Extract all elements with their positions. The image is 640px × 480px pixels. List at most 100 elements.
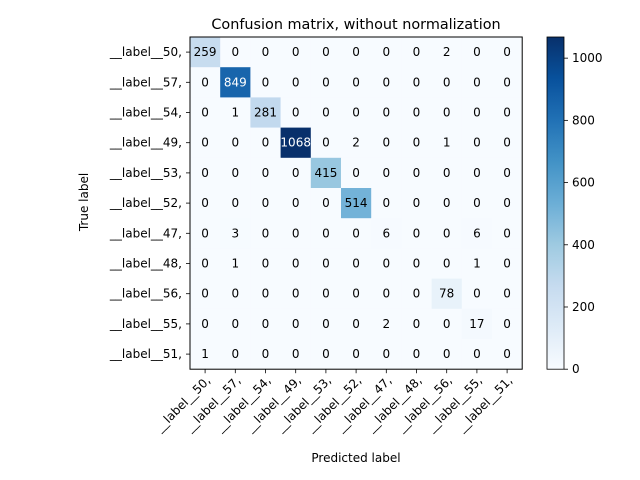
heatmap-cell (371, 308, 402, 340)
cell-value-label: 0 (443, 106, 451, 120)
colorbar-tick-label: 200 (572, 300, 595, 314)
cell-value-label: 0 (413, 226, 421, 240)
cell-value-label: 0 (352, 166, 360, 180)
heatmap-cell (431, 127, 463, 159)
colorbar-ticks: 0 200 400 600 800 1000 (564, 51, 603, 376)
heatmap-cell (371, 157, 402, 189)
heatmap-cell (431, 37, 463, 68)
heatmap-cell (341, 67, 372, 98)
heatmap-cell (280, 248, 312, 279)
heatmap-cell (431, 157, 463, 189)
cell-value-label: 0 (473, 45, 481, 59)
heatmap-cell (341, 127, 372, 159)
heatmap-cell (250, 157, 281, 189)
heatmap-cell (310, 278, 342, 310)
heatmap-cell (310, 67, 342, 98)
heatmap-cell (401, 97, 432, 128)
heatmap-cell (371, 188, 402, 219)
heatmap-cell (461, 278, 493, 310)
heatmap-cell (250, 97, 281, 128)
cell-value-label: 0 (292, 196, 300, 210)
cell-value-label: 0 (231, 45, 239, 59)
heatmap-cell (461, 127, 493, 159)
heatmap-cell (341, 248, 372, 279)
cell-value-label: 0 (292, 347, 300, 361)
cell-value-label: 0 (503, 75, 511, 89)
cell-value-label: 0 (413, 106, 421, 120)
cell-value-label: 0 (201, 136, 209, 150)
heatmap-cell (401, 127, 432, 159)
cell-value-label: 0 (292, 317, 300, 331)
cell-value-label: 0 (382, 166, 390, 180)
cell-value-label: 0 (262, 287, 270, 301)
cell-value-label: 0 (322, 136, 330, 150)
colorbar-tick-label: 800 (572, 113, 595, 127)
cell-value-label: 0 (352, 317, 360, 331)
heatmap-cell (310, 127, 342, 159)
cell-value-label: 0 (292, 257, 300, 271)
heatmap-cell (371, 67, 402, 98)
colorbar-tick-label: 600 (572, 176, 595, 190)
heatmap-cell (431, 339, 463, 370)
cell-value-label: 0 (201, 257, 209, 271)
colorbar-frame (546, 36, 565, 370)
cell-value-label: 0 (503, 166, 511, 180)
heatmap-cell (341, 97, 372, 128)
cell-value-label: 0 (382, 347, 390, 361)
y-tick-label: __label__48, (109, 257, 182, 271)
cell-value-label: 281 (254, 106, 277, 120)
cell-value-label: 17 (469, 317, 484, 331)
heatmap-cell (220, 67, 251, 98)
cell-value-label: 0 (382, 196, 390, 210)
cell-value-label: 0 (322, 106, 330, 120)
heatmap-cell (341, 188, 372, 219)
cell-value-label: 1 (443, 136, 451, 150)
cell-value-label: 0 (352, 106, 360, 120)
heatmap-cell (431, 67, 463, 98)
cell-value-label: 1 (231, 257, 239, 271)
cell-value-label: 0 (231, 287, 239, 301)
heatmap-cell (220, 308, 251, 340)
heatmap-cell (250, 339, 281, 370)
heatmap-cell (280, 188, 312, 219)
cell-value-label: 0 (382, 136, 390, 150)
cell-value-label: 0 (443, 166, 451, 180)
cell-value-label: 0 (201, 287, 209, 301)
cell-value-label: 0 (382, 257, 390, 271)
colorbar (547, 37, 564, 370)
cell-value-label: 0 (201, 75, 209, 89)
heatmap-cell (461, 97, 493, 128)
heatmap-cell (492, 308, 523, 340)
cell-value-label: 0 (292, 106, 300, 120)
cell-value-label: 0 (262, 75, 270, 89)
heatmap-cell (280, 157, 312, 189)
cell-value-label: 0 (292, 45, 300, 59)
cell-value-label: 0 (322, 287, 330, 301)
cell-value-label: 0 (231, 166, 239, 180)
cell-value-label: 0 (473, 166, 481, 180)
cell-value-label: 0 (503, 226, 511, 240)
cell-value-label: 0 (443, 257, 451, 271)
y-tick-label: __label__54, (109, 106, 182, 120)
cell-value-label: 0 (503, 196, 511, 210)
heatmap-cell (190, 127, 221, 159)
heatmap-cell (341, 218, 372, 249)
heatmap-cell (461, 308, 493, 340)
cell-value-label: 1 (473, 257, 481, 271)
cell-value-label: 0 (231, 347, 239, 361)
y-tick-label: __label__52, (109, 196, 182, 210)
cell-value-label: 0 (201, 226, 209, 240)
cell-value-label: 0 (503, 347, 511, 361)
heatmap-cell (220, 188, 251, 219)
cell-value-label: 0 (322, 45, 330, 59)
cell-value-label: 0 (201, 317, 209, 331)
heatmap-cell (492, 278, 523, 310)
cell-value-label: 0 (352, 347, 360, 361)
y-tick-label: __label__49, (109, 136, 182, 150)
cell-value-label: 0 (473, 75, 481, 89)
cell-value-label: 0 (413, 75, 421, 89)
cell-value-label: 415 (314, 166, 337, 180)
cell-value-label: 0 (443, 75, 451, 89)
heatmap-cell (190, 248, 221, 279)
cell-value-label: 0 (413, 166, 421, 180)
